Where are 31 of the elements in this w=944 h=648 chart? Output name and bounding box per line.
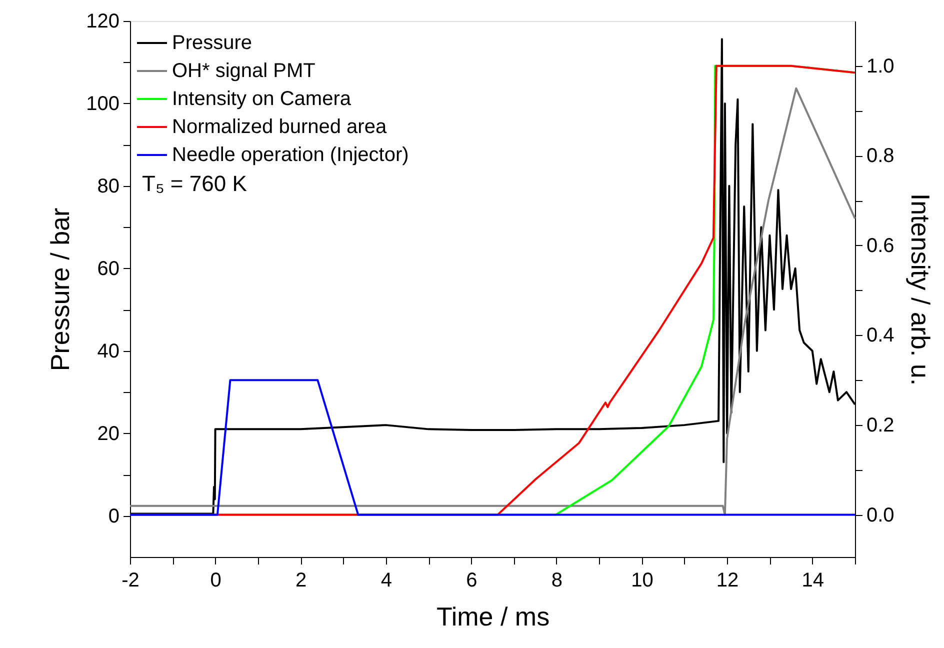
- legend-label: Normalized burned area: [172, 116, 388, 138]
- x-tick-label: 12: [716, 570, 739, 592]
- legend-label: Pressure: [172, 32, 252, 54]
- x-tick-label: 2: [296, 570, 307, 592]
- x-tick-label: 4: [380, 570, 392, 592]
- x-tick-label: 8: [551, 570, 563, 592]
- y2-tick-label: 0.2: [866, 414, 894, 437]
- y-tick-label: 60: [97, 258, 120, 280]
- legend-label: Needle operation (Injector): [172, 144, 409, 166]
- legend-label: Intensity on Camera: [172, 88, 352, 110]
- y-tick-label: 80: [97, 175, 120, 198]
- y2-tick-label: 0.8: [866, 145, 894, 168]
- x-tick-label: 6: [466, 570, 478, 592]
- y-tick-label: 40: [97, 340, 120, 362]
- legend-label: OH* signal PMT: [172, 60, 316, 82]
- y-tick-label: 120: [86, 10, 120, 32]
- y2-tick-label: 0.4: [866, 324, 894, 347]
- y-axis-title: Pressure / bar: [45, 208, 76, 372]
- x-tick-label: 14: [802, 570, 824, 592]
- x-tick-label: -2: [122, 570, 140, 592]
- y-tick-label: 20: [97, 422, 120, 445]
- annotation: T₅ = 760 K: [142, 171, 248, 196]
- y2-tick-label: 1.0: [866, 55, 894, 78]
- y2-axis-title: Intensity / arb. u.: [905, 193, 936, 386]
- y2-tick-label: 0.6: [866, 234, 894, 257]
- y-tick-label: 100: [86, 92, 120, 115]
- x-axis-title: Time / ms: [436, 602, 550, 632]
- x-tick-label: 0: [210, 570, 222, 592]
- x-tick-label: 10: [631, 570, 654, 592]
- y-tick-label: 0: [108, 505, 120, 528]
- y2-tick-label: 0.0: [866, 504, 894, 526]
